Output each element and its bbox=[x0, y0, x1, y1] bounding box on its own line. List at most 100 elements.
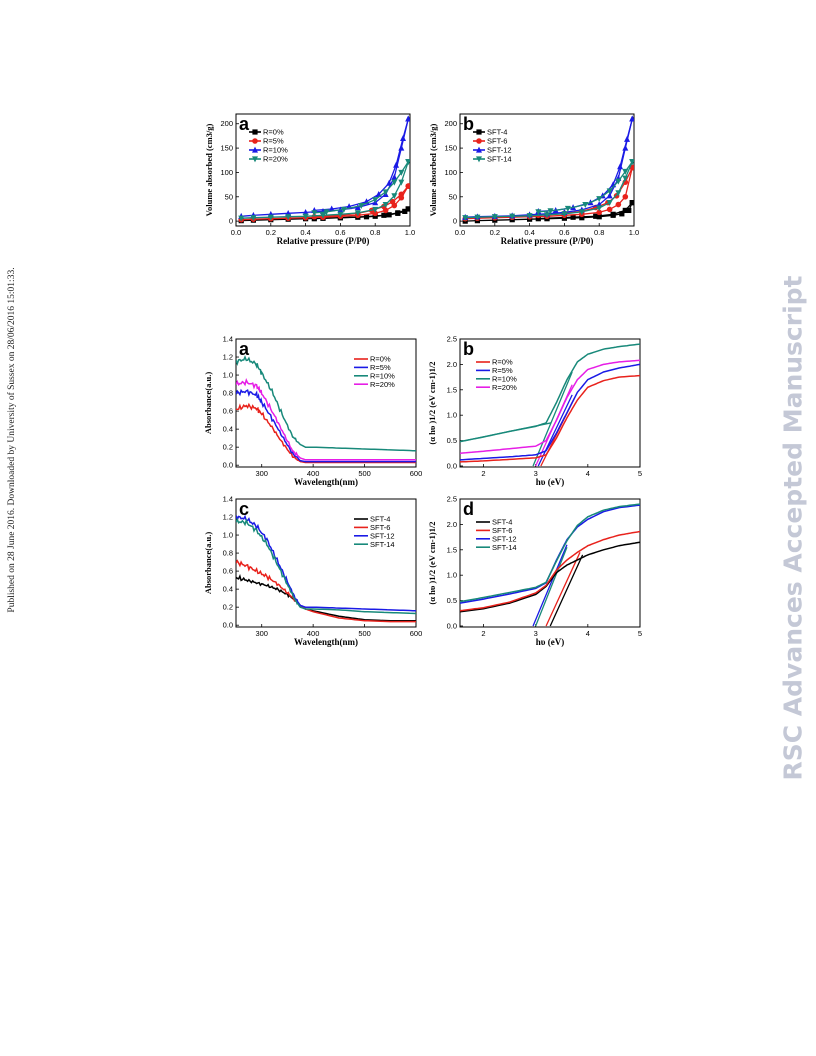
desorption-point bbox=[622, 207, 628, 214]
desorption-point bbox=[606, 188, 613, 195]
adsorption-point bbox=[337, 211, 344, 218]
plot-frame bbox=[459, 338, 641, 468]
absorbance-chart-a: 300 400 500 600 0.0 0.2 0.4 0.6 0.8 1.0 1.2 1.4 Wave… bbox=[203, 335, 422, 488]
x-tick-label: 0.4 bbox=[300, 228, 310, 237]
series-layer bbox=[236, 355, 416, 464]
plot-frame bbox=[459, 113, 635, 227]
desorption-point bbox=[622, 168, 629, 175]
y-tick-label: 0.0 bbox=[447, 621, 457, 630]
y-tick-label: 2.0 bbox=[447, 520, 457, 529]
desorption-point bbox=[405, 183, 410, 189]
desorption-point bbox=[535, 216, 541, 222]
legend-label: R=10% bbox=[263, 146, 288, 155]
legend-marker bbox=[252, 156, 258, 163]
adsorption-point bbox=[302, 213, 309, 220]
legend-marker bbox=[476, 129, 482, 135]
adsorption-point bbox=[398, 179, 405, 186]
y-tick-label: 200 bbox=[444, 119, 457, 128]
adsorption-point bbox=[596, 209, 602, 216]
desorption-point bbox=[323, 209, 330, 216]
adsorption-point bbox=[386, 212, 392, 218]
y-axis-title: Absorbance(a.u.) bbox=[203, 372, 213, 435]
y-tick-label: 200 bbox=[220, 119, 233, 128]
y-tick-label: 1.0 bbox=[447, 571, 457, 580]
x-tick-label: 400 bbox=[307, 469, 320, 478]
series-layer bbox=[460, 503, 640, 627]
legend-marker bbox=[476, 146, 482, 153]
y-tick-label: 0.8 bbox=[223, 389, 233, 398]
desorption-point bbox=[593, 213, 599, 219]
publication-note-text: Published on 28 June 2016. Downloaded by… bbox=[7, 267, 17, 613]
adsorption-point bbox=[596, 214, 602, 220]
x-axis-title: hυ (eV) bbox=[536, 637, 564, 647]
desorption-point bbox=[582, 201, 589, 208]
x-tick-label: 500 bbox=[358, 469, 371, 478]
desorption-point bbox=[405, 206, 410, 212]
adsorption-point bbox=[238, 215, 245, 222]
x-tick-label: 2 bbox=[481, 629, 485, 638]
y-tick-label: 1.4 bbox=[223, 495, 233, 504]
y-tick-label: 0.2 bbox=[223, 443, 233, 452]
x-axis-title: hυ (eV) bbox=[536, 477, 564, 487]
legend-label: SFT-12 bbox=[492, 534, 517, 543]
legend-marker bbox=[476, 156, 482, 163]
x-axis-title: Relative pressure (P/P0) bbox=[277, 236, 370, 246]
legend-label: R=5% bbox=[263, 137, 284, 146]
legend-label: R=10% bbox=[370, 371, 395, 380]
desorption-point bbox=[564, 205, 571, 212]
series-line bbox=[236, 355, 416, 452]
absorbance-panel-c: 300 400 500 600 0.0 0.2 0.4 0.6 0.8 1.0 1.2 1.4 Wave… bbox=[203, 494, 422, 657]
adsorption-point bbox=[320, 212, 326, 219]
adsorption-point bbox=[250, 215, 257, 222]
series-line bbox=[460, 363, 640, 461]
x-tick-label: 300 bbox=[255, 469, 268, 478]
series-line bbox=[236, 377, 416, 461]
adsorption-point bbox=[509, 213, 516, 220]
y-tick-label: 0.4 bbox=[223, 425, 233, 434]
y-tick-label: 0.0 bbox=[447, 461, 457, 470]
plot-frame bbox=[235, 113, 411, 227]
series-line bbox=[236, 573, 416, 622]
fit-line bbox=[535, 547, 568, 627]
legend: R=0%R=5%R=10%R=20% bbox=[249, 128, 288, 164]
desorption-point bbox=[535, 209, 542, 216]
adsorption-point bbox=[596, 205, 603, 212]
x-tick-label: 0.8 bbox=[370, 228, 380, 237]
y-axis-title: Absorbance(a.u.) bbox=[203, 532, 213, 595]
adsorption-point bbox=[606, 200, 613, 207]
desorption-point bbox=[405, 115, 410, 122]
desorption-point bbox=[398, 191, 405, 198]
y-tick-label: 2.0 bbox=[447, 360, 457, 369]
x-tick-label: 0.2 bbox=[266, 228, 276, 237]
x-tick-label: 0.6 bbox=[559, 228, 569, 237]
y-tick-label: 1.0 bbox=[223, 371, 233, 380]
y-tick-label: 1.5 bbox=[447, 545, 457, 554]
legend-label: SFT-6 bbox=[370, 523, 390, 532]
adsorption-point bbox=[372, 213, 378, 219]
fit-line bbox=[545, 552, 581, 627]
absorbance-panel-a: 300 400 500 600 0.0 0.2 0.4 0.6 0.8 1.0 1.2 1.4 Wave… bbox=[203, 334, 422, 497]
legend-marker bbox=[252, 138, 258, 144]
x-tick-label: 0.0 bbox=[231, 228, 241, 237]
legend-label: R=0% bbox=[492, 358, 513, 367]
adsorption-point bbox=[267, 214, 274, 221]
legend-label: R=20% bbox=[492, 383, 517, 392]
desorption-point bbox=[386, 179, 393, 186]
legend-label: SFT-4 bbox=[370, 515, 390, 524]
fit-line bbox=[537, 394, 573, 467]
adsorption-point bbox=[474, 214, 481, 221]
fit-line bbox=[532, 544, 568, 627]
desorption-point bbox=[372, 197, 379, 204]
desorption-point bbox=[400, 134, 407, 141]
series-line bbox=[460, 359, 640, 455]
adsorption-point bbox=[391, 173, 398, 180]
x-tick-label: 0.8 bbox=[594, 228, 604, 237]
desorption-point bbox=[596, 196, 603, 203]
legend-marker bbox=[476, 138, 482, 144]
adsorption-point bbox=[391, 193, 398, 200]
publication-note: Published on 28 June 2016. Downloaded by… bbox=[2, 245, 22, 635]
panel-letter: a bbox=[239, 339, 250, 359]
legend-label: SFT-4 bbox=[487, 128, 507, 137]
